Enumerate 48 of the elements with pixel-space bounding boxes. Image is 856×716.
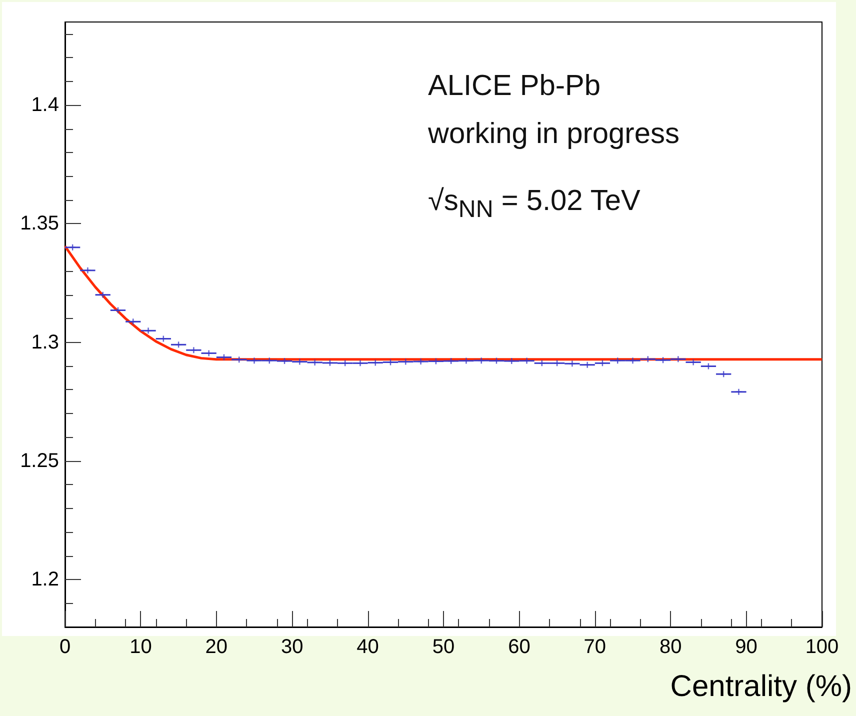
point (206, 350, 212, 356)
x-axis-title: Centrality (%) (670, 670, 852, 704)
annotation: ALICE Pb-Pb (428, 70, 600, 103)
y-tick-label: 1.4 (31, 94, 59, 116)
point (100, 292, 106, 298)
x-tick-label: 30 (280, 636, 304, 658)
point (524, 358, 530, 364)
point (463, 358, 470, 364)
y-tick-label: 1.3 (31, 331, 59, 354)
point (130, 318, 136, 325)
point (599, 360, 606, 366)
point (736, 388, 742, 395)
line-series (64, 244, 824, 361)
point (418, 358, 424, 365)
x-tick-label: 50 (432, 636, 455, 658)
point (84, 267, 91, 274)
x-tick-label: 70 (584, 636, 606, 658)
point (432, 358, 439, 364)
point (372, 360, 378, 366)
point (176, 342, 182, 348)
x-tick-label: 100 (805, 636, 839, 658)
point (251, 358, 258, 364)
point (190, 347, 197, 354)
x-tick-label: 20 (205, 636, 228, 658)
point (569, 360, 576, 367)
x-tick-label: 60 (508, 636, 530, 658)
x-tick-label: 90 (735, 636, 758, 658)
annotation: √s$_{NN}$ = 5.02 TeV (428, 185, 640, 224)
point (388, 359, 394, 366)
point (145, 328, 152, 334)
y-tick-label: 1.35 (20, 212, 59, 235)
point (342, 360, 348, 366)
annotation: working in progress (428, 118, 680, 151)
point (690, 359, 696, 366)
y-tick-label: 1.2 (31, 568, 59, 591)
point (675, 356, 682, 362)
x-tick-label: 40 (356, 636, 379, 658)
point (357, 360, 364, 366)
point (493, 358, 500, 364)
point (630, 358, 636, 364)
point (312, 359, 318, 366)
x-tick-label: 10 (130, 636, 152, 658)
x-tick-label: 80 (659, 636, 682, 658)
point (554, 360, 560, 366)
y-tick-label: 1.25 (20, 450, 59, 472)
x-tick-label: 0 (59, 636, 71, 658)
point (538, 360, 545, 366)
point (584, 362, 590, 368)
